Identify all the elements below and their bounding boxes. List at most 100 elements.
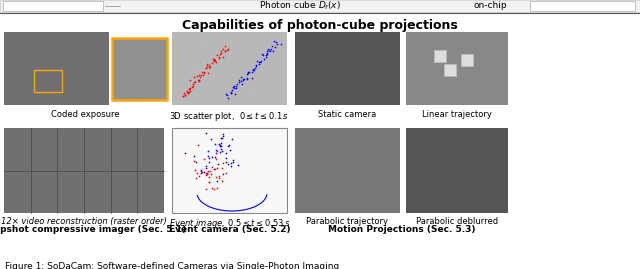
Point — [260, 53, 271, 57]
Point — [200, 61, 210, 65]
Point — [248, 67, 258, 71]
Point — [188, 82, 198, 86]
Point — [180, 93, 190, 97]
Point — [203, 154, 213, 159]
Point — [236, 75, 246, 79]
Point — [186, 85, 196, 89]
Point — [184, 86, 195, 90]
Point — [217, 136, 227, 140]
Point — [180, 93, 191, 98]
Point — [220, 49, 230, 53]
Point — [257, 52, 268, 56]
Point — [248, 75, 258, 80]
Text: Figure 1: SoDaCam: Software-defined Cameras via Single-Photon Imaging: Figure 1: SoDaCam: Software-defined Came… — [5, 262, 339, 269]
Point — [229, 86, 239, 90]
Point — [223, 46, 234, 51]
Point — [220, 44, 230, 48]
Point — [221, 92, 232, 97]
Point — [218, 55, 228, 59]
Point — [184, 87, 194, 91]
Point — [232, 163, 243, 167]
Point — [227, 137, 237, 141]
Point — [216, 144, 226, 148]
Point — [201, 166, 211, 170]
Point — [211, 151, 221, 155]
Point — [263, 47, 273, 51]
Point — [216, 51, 226, 55]
Point — [196, 168, 207, 172]
Point — [185, 78, 195, 82]
Point — [199, 70, 209, 74]
Point — [177, 94, 188, 98]
Point — [258, 53, 268, 57]
Point — [180, 151, 190, 155]
Point — [182, 89, 193, 93]
Point — [189, 80, 200, 84]
Point — [193, 78, 203, 82]
Point — [227, 88, 237, 93]
Point — [217, 166, 227, 170]
Point — [227, 159, 237, 164]
Point — [211, 60, 221, 64]
Bar — [4, 32, 109, 105]
Point — [228, 85, 238, 89]
Text: on-chip: on-chip — [473, 2, 507, 10]
Point — [249, 68, 259, 73]
Point — [193, 66, 204, 70]
Point — [216, 147, 226, 151]
Point — [250, 64, 260, 68]
Point — [210, 155, 220, 159]
Point — [205, 169, 215, 173]
Point — [209, 59, 219, 63]
Point — [253, 62, 264, 66]
Point — [248, 68, 258, 72]
Point — [243, 70, 253, 74]
Point — [191, 176, 201, 180]
Point — [238, 78, 248, 83]
Point — [268, 49, 278, 53]
Bar — [461, 54, 473, 66]
Bar — [444, 64, 456, 76]
Point — [242, 76, 252, 81]
Point — [264, 49, 275, 53]
Point — [202, 62, 212, 66]
Point — [191, 92, 201, 96]
Bar — [295, 128, 400, 213]
Point — [240, 76, 250, 80]
Bar — [3, 1, 103, 11]
Point — [242, 72, 252, 76]
Point — [195, 44, 205, 48]
Point — [196, 70, 207, 74]
Point — [266, 47, 276, 51]
Bar — [112, 38, 167, 100]
Bar — [444, 64, 456, 76]
Text: 3D scatter plot,  $0 \leq t \leq 0.1\,s$: 3D scatter plot, $0 \leq t \leq 0.1\,s$ — [170, 110, 289, 123]
Point — [178, 94, 188, 98]
Point — [221, 151, 232, 155]
Bar — [434, 50, 446, 62]
Point — [211, 179, 221, 183]
Point — [254, 60, 264, 64]
Point — [273, 42, 283, 46]
Point — [201, 164, 211, 168]
Point — [228, 158, 238, 162]
Point — [205, 65, 215, 69]
Point — [179, 91, 189, 95]
Text: Snapshot compressive imager (Sec. 5.1): Snapshot compressive imager (Sec. 5.1) — [0, 225, 187, 234]
Bar — [0, 0, 640, 12]
Point — [208, 57, 218, 62]
Point — [220, 91, 230, 96]
Point — [184, 90, 194, 94]
Text: Capabilities of photon-cube projections: Capabilities of photon-cube projections — [182, 19, 458, 33]
Point — [202, 64, 212, 68]
Point — [231, 86, 241, 91]
Point — [202, 171, 212, 176]
Point — [201, 173, 211, 177]
Text: Event image, $0.5 \leq t \leq 0.53\,s$: Event image, $0.5 \leq t \leq 0.53\,s$ — [169, 217, 290, 230]
Point — [225, 164, 236, 168]
Point — [196, 171, 206, 175]
Point — [197, 70, 207, 74]
Point — [211, 175, 221, 180]
Point — [204, 63, 214, 67]
Point — [218, 47, 228, 52]
